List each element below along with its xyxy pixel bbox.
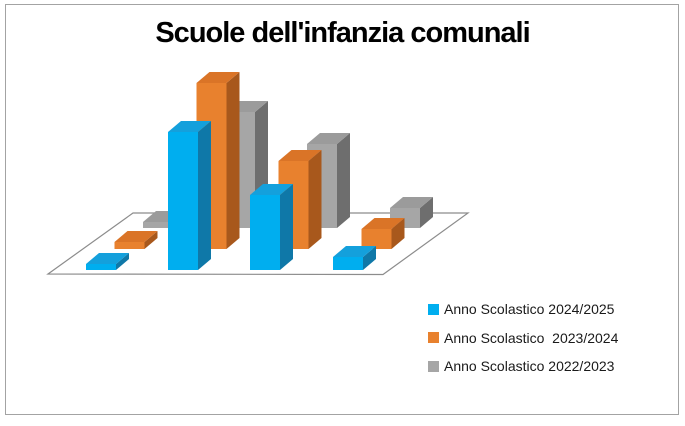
legend-swatch-2024-2025 bbox=[428, 303, 439, 315]
legend: Anno Scolastico 2024/2025 Anno Scolastic… bbox=[428, 302, 618, 388]
bar-side-face bbox=[116, 253, 129, 270]
legend-item-2022-2023[interactable]: Anno Scolastico 2022/2023 bbox=[428, 359, 618, 373]
bar-side-face bbox=[226, 72, 240, 249]
bar-series1-cat4[interactable] bbox=[333, 246, 376, 270]
bar-side-face bbox=[308, 150, 322, 249]
bar-top-face bbox=[390, 197, 433, 208]
bar-side-face bbox=[420, 197, 433, 228]
bar-front-face bbox=[333, 257, 363, 270]
bar-front-face bbox=[361, 229, 392, 249]
bar-front-face bbox=[168, 132, 198, 270]
bar-top-face bbox=[333, 246, 376, 257]
legend-swatch-2022-2023 bbox=[428, 360, 439, 372]
bar-side-face bbox=[280, 184, 293, 270]
bar-series1-cat1[interactable] bbox=[86, 253, 129, 270]
chart-title: Scuole dell'infanzia comunali bbox=[155, 17, 530, 49]
bar-top-face bbox=[86, 253, 129, 264]
legend-item-2024-2025[interactable]: Anno Scolastico 2024/2025 bbox=[428, 302, 618, 316]
bar-side-face bbox=[144, 231, 158, 249]
legend-label-2024-2025: Anno Scolastico 2024/2025 bbox=[444, 301, 615, 317]
bar-series1-cat3[interactable] bbox=[250, 184, 293, 270]
bar-series2-cat1[interactable] bbox=[114, 231, 158, 249]
bar-series1-cat2[interactable] bbox=[168, 121, 211, 270]
bar-series2-cat4[interactable] bbox=[361, 218, 405, 249]
bar-top-face bbox=[278, 150, 322, 161]
bar-top-face bbox=[196, 72, 240, 83]
bar-front-face bbox=[250, 195, 280, 270]
bar-side-face bbox=[198, 121, 211, 270]
bar-top-face bbox=[114, 231, 158, 242]
legend-swatch-2023-2024 bbox=[428, 332, 439, 343]
bar-front-face bbox=[114, 242, 145, 249]
bar-side-face bbox=[363, 246, 376, 270]
bar-top-face bbox=[307, 133, 350, 144]
bar-front-face bbox=[86, 264, 116, 270]
bar-top-face bbox=[361, 218, 405, 229]
legend-label-2022-2023: Anno Scolastico 2022/2023 bbox=[444, 358, 615, 374]
legend-label-2023-2024: Anno Scolastico 2023/2024 bbox=[444, 329, 619, 346]
legend-item-2023-2024[interactable]: Anno Scolastico 2023/2024 bbox=[428, 331, 618, 345]
bar-front-face bbox=[143, 222, 173, 228]
bar-top-face bbox=[168, 121, 211, 132]
bar-top-face bbox=[250, 184, 293, 195]
bar-side-face bbox=[337, 133, 350, 228]
bar-side-face bbox=[391, 218, 405, 249]
